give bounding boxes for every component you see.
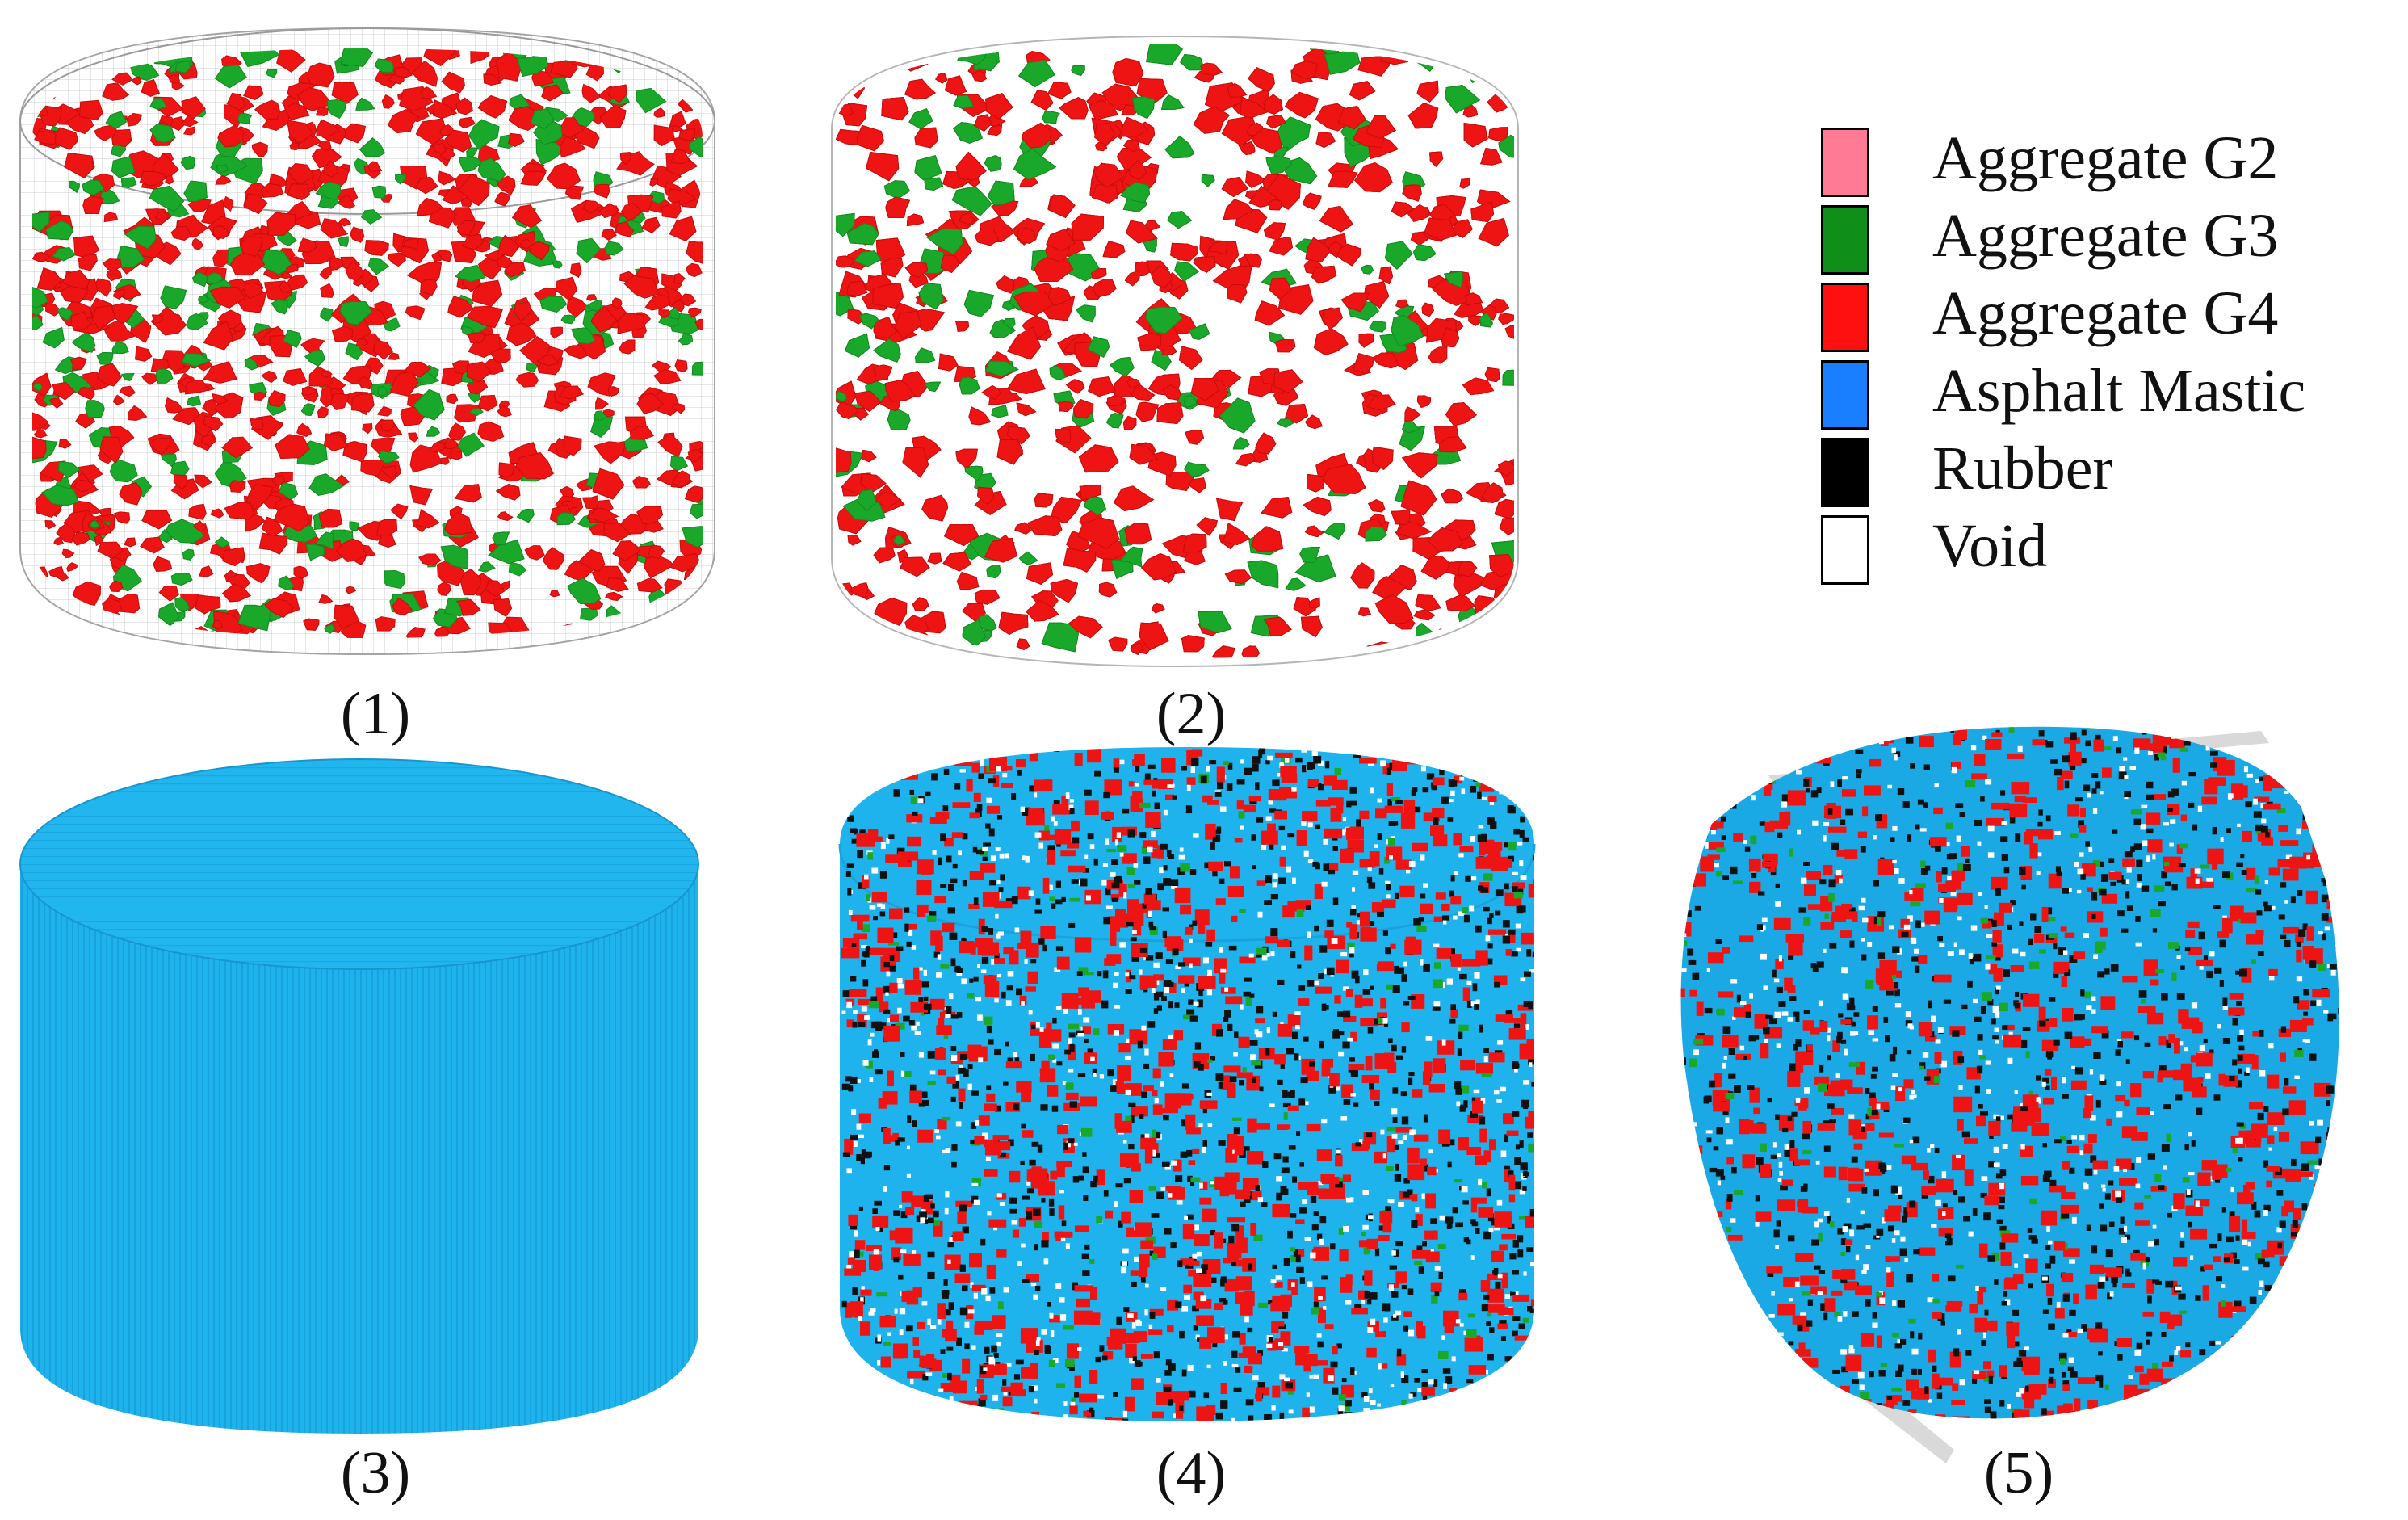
panel-1-aggregate-skeleton [19, 28, 719, 654]
legend-swatch [1821, 360, 1869, 430]
legend-item: Void [1821, 507, 2386, 585]
legend-swatch [1821, 438, 1869, 507]
legend-label: Asphalt Mastic [1932, 352, 2305, 430]
legend-label: Void [1932, 507, 2047, 585]
panel-label-3: (3) [279, 1439, 472, 1508]
legend-item: Aggregate G4 [1821, 275, 2386, 352]
legend-item: Aggregate G3 [1821, 197, 2386, 275]
legend-swatch [1821, 128, 1869, 197]
panel-2-aggregate-packing [820, 30, 1533, 666]
legend-label: Aggregate G4 [1932, 275, 2278, 352]
panel-4-composite-specimen [840, 747, 1546, 1433]
legend-item: Rubber [1821, 430, 2386, 507]
panel-label-1: (1) [279, 680, 472, 749]
legend-label: Aggregate G2 [1932, 120, 2278, 197]
panel-label-2: (2) [1094, 680, 1288, 749]
legend-label: Rubber [1932, 430, 2113, 507]
panel-3-asphalt-mastic [20, 759, 698, 1434]
legend-swatch [1821, 515, 1869, 585]
legend-item: Aggregate G2 [1821, 120, 2386, 197]
legend-label: Aggregate G3 [1932, 197, 2278, 275]
legend-swatch [1821, 283, 1869, 352]
panel-5-tilted-specimen [1676, 724, 2382, 1463]
panel-label-4: (4) [1094, 1439, 1288, 1508]
legend-swatch [1821, 205, 1869, 275]
legend-item: Asphalt Mastic [1821, 352, 2386, 430]
panel-label-5: (5) [1922, 1439, 2116, 1508]
